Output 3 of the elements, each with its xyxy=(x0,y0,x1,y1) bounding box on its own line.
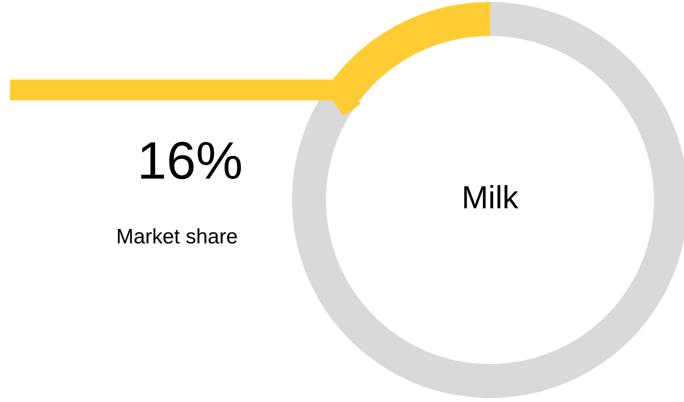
text: 16% xyxy=(141,142,241,180)
text: Milk xyxy=(464,185,518,208)
text: Market share xyxy=(118,228,237,244)
